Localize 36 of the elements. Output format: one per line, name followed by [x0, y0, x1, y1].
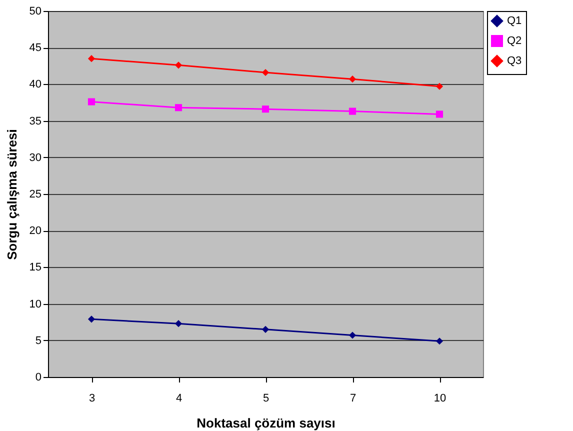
- x-tick-label: 4: [176, 392, 182, 404]
- point: [262, 106, 270, 113]
- point: [348, 332, 356, 339]
- legend-label: Q2: [507, 35, 522, 47]
- point: [348, 76, 356, 83]
- y-axis-title: Sorgu çalışma süresi: [4, 129, 20, 260]
- y-tick-label: 40: [29, 78, 42, 91]
- y-tick-label: 30: [29, 152, 42, 164]
- x-tick-label: 10: [434, 392, 446, 404]
- y-tick-label: 5: [35, 334, 42, 347]
- y-tick-label: 35: [29, 115, 42, 128]
- y-tick-label: 25: [29, 188, 42, 200]
- y-tick-label: 45: [29, 42, 42, 54]
- point: [88, 98, 96, 106]
- point: [436, 338, 444, 345]
- x-tick-label: 3: [88, 392, 96, 404]
- point: [88, 316, 96, 323]
- y-tick-label: 50: [29, 6, 42, 18]
- y-tick-label: 0: [35, 372, 42, 384]
- point: [262, 68, 270, 76]
- legend-label: Q3: [507, 55, 522, 67]
- point: [436, 110, 444, 118]
- point: [436, 82, 444, 90]
- point: [262, 326, 270, 333]
- x-tick-label: 5: [262, 392, 270, 404]
- y-tick-label: 20: [29, 225, 42, 238]
- y-tick-label: 15: [29, 262, 42, 274]
- y-tick-label: 10: [29, 298, 42, 310]
- point: [174, 104, 182, 112]
- point: [174, 62, 182, 69]
- point: [348, 108, 356, 115]
- point: [88, 55, 96, 62]
- x-tick-label: 7: [350, 392, 356, 404]
- x-axis-title: Noktasal çözüm sayısı: [196, 416, 336, 430]
- point: [174, 320, 182, 328]
- legend-label: Q1: [507, 15, 522, 27]
